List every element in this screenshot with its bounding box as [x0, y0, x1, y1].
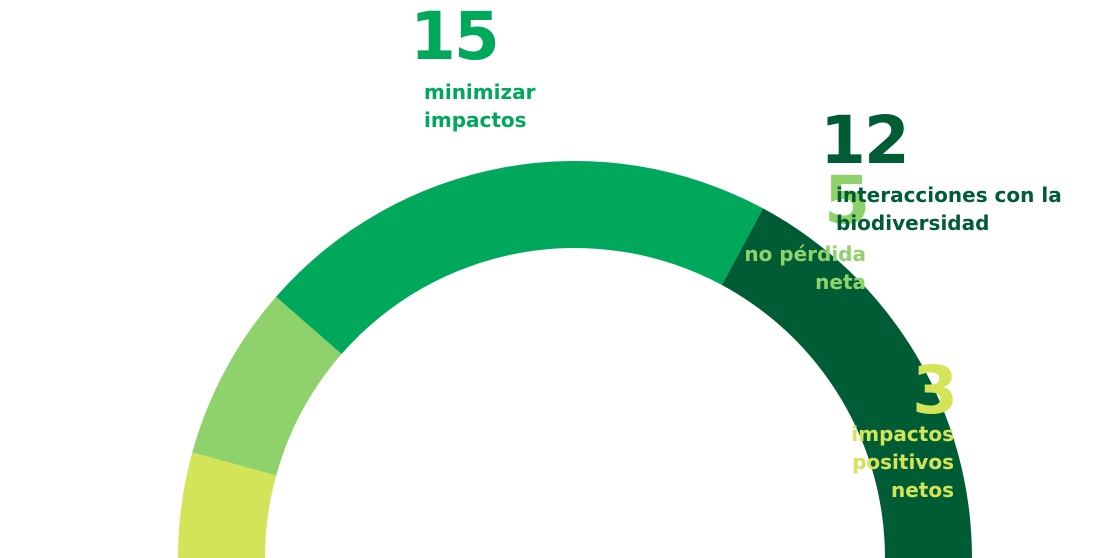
segment	[192, 296, 342, 476]
value-label: 15	[410, 0, 500, 75]
category-label: minimizar impactos	[424, 80, 536, 132]
value-label: 5	[824, 162, 870, 239]
category-label: impactos positivos netos	[851, 422, 954, 502]
category-label: interacciones con la biodiversidad	[836, 183, 1062, 235]
value-label: 3	[912, 352, 958, 429]
segment	[721, 208, 972, 558]
value-label: 12	[820, 102, 910, 179]
segment	[276, 161, 764, 355]
category-label: no pérdida neta	[744, 242, 866, 294]
segment	[178, 452, 277, 558]
